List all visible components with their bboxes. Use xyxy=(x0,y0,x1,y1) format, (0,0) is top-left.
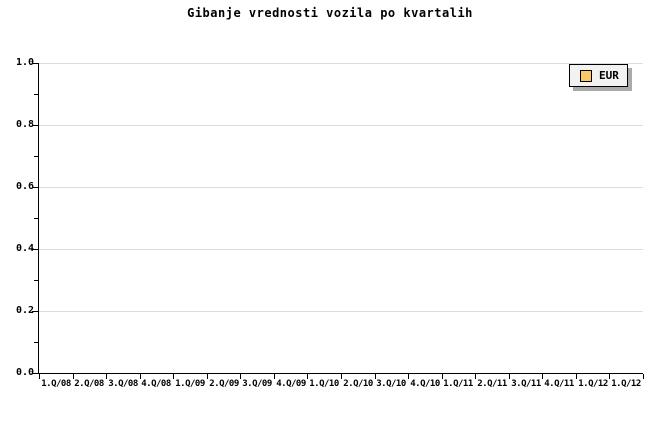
x-tick xyxy=(542,374,543,379)
x-tick xyxy=(173,374,174,379)
y-tick-label: 0.8 xyxy=(15,119,34,130)
x-tick-label: 1.Q/12 xyxy=(611,379,641,389)
y-major-tick xyxy=(32,373,38,374)
gridline-y-0.6 xyxy=(39,187,643,188)
y-major-tick xyxy=(32,187,38,188)
x-tick-label: 4.Q/09 xyxy=(276,379,306,389)
x-tick-label: 4.Q/11 xyxy=(544,379,574,389)
x-tick-label: 2.Q/10 xyxy=(343,379,373,389)
y-minor-tick xyxy=(34,218,38,219)
x-tick xyxy=(643,374,644,379)
x-tick-label: 4.Q/10 xyxy=(410,379,440,389)
y-tick-label: 0.0 xyxy=(15,367,34,378)
x-tick-label: 1.Q/10 xyxy=(309,379,339,389)
x-tick xyxy=(509,374,510,379)
gridline-y-0.8 xyxy=(39,125,643,126)
x-tick xyxy=(307,374,308,379)
y-tick-label: 1.0 xyxy=(15,57,34,68)
x-tick-label: 1.Q/09 xyxy=(175,379,205,389)
chart-title: Gibanje vrednosti vozila po kvartalih xyxy=(187,6,473,20)
gridline-y-1 xyxy=(39,63,643,64)
x-tick xyxy=(442,374,443,379)
y-major-tick xyxy=(32,63,38,64)
x-tick-label: 2.Q/09 xyxy=(209,379,239,389)
y-tick-label: 0.2 xyxy=(15,305,34,316)
y-major-tick xyxy=(32,125,38,126)
x-tick xyxy=(375,374,376,379)
gridline-y-0.2 xyxy=(39,311,643,312)
x-tick xyxy=(240,374,241,379)
y-minor-tick xyxy=(34,280,38,281)
x-tick-label: 2.Q/08 xyxy=(74,379,104,389)
x-tick-label: 3.Q/08 xyxy=(108,379,138,389)
x-tick xyxy=(341,374,342,379)
x-tick-label: 1.Q/12 xyxy=(578,379,608,389)
x-tick-label: 4.Q/08 xyxy=(141,379,171,389)
x-tick xyxy=(274,374,275,379)
y-major-tick xyxy=(32,249,38,250)
gridline-y-0.4 xyxy=(39,249,643,250)
y-minor-tick xyxy=(34,342,38,343)
y-minor-tick xyxy=(34,156,38,157)
x-tick xyxy=(140,374,141,379)
x-tick xyxy=(73,374,74,379)
x-tick-label: 1.Q/11 xyxy=(443,379,473,389)
y-minor-tick xyxy=(34,94,38,95)
y-major-tick xyxy=(32,311,38,312)
legend-label-eur: EUR xyxy=(599,69,619,82)
x-tick-label: 3.Q/11 xyxy=(511,379,541,389)
legend: EUR xyxy=(569,64,628,87)
x-tick-label: 3.Q/09 xyxy=(242,379,272,389)
x-tick xyxy=(475,374,476,379)
x-tick xyxy=(408,374,409,379)
plot-area: 0.0 0.2 0.4 0.6 0.8 1.0 1.Q/08 2.Q/08 3.Q/08 4.Q/… xyxy=(16,57,644,389)
y-tick-label: 0.6 xyxy=(15,181,34,192)
x-tick xyxy=(106,374,107,379)
x-tick xyxy=(609,374,610,379)
y-tick-label: 0.4 xyxy=(15,243,34,254)
x-tick-label: 3.Q/10 xyxy=(376,379,406,389)
x-tick-label: 2.Q/11 xyxy=(477,379,507,389)
x-tick xyxy=(39,374,40,379)
x-tick xyxy=(576,374,577,379)
legend-swatch-eur xyxy=(580,69,592,82)
x-tick xyxy=(207,374,208,379)
x-tick-label: 1.Q/08 xyxy=(41,379,71,389)
